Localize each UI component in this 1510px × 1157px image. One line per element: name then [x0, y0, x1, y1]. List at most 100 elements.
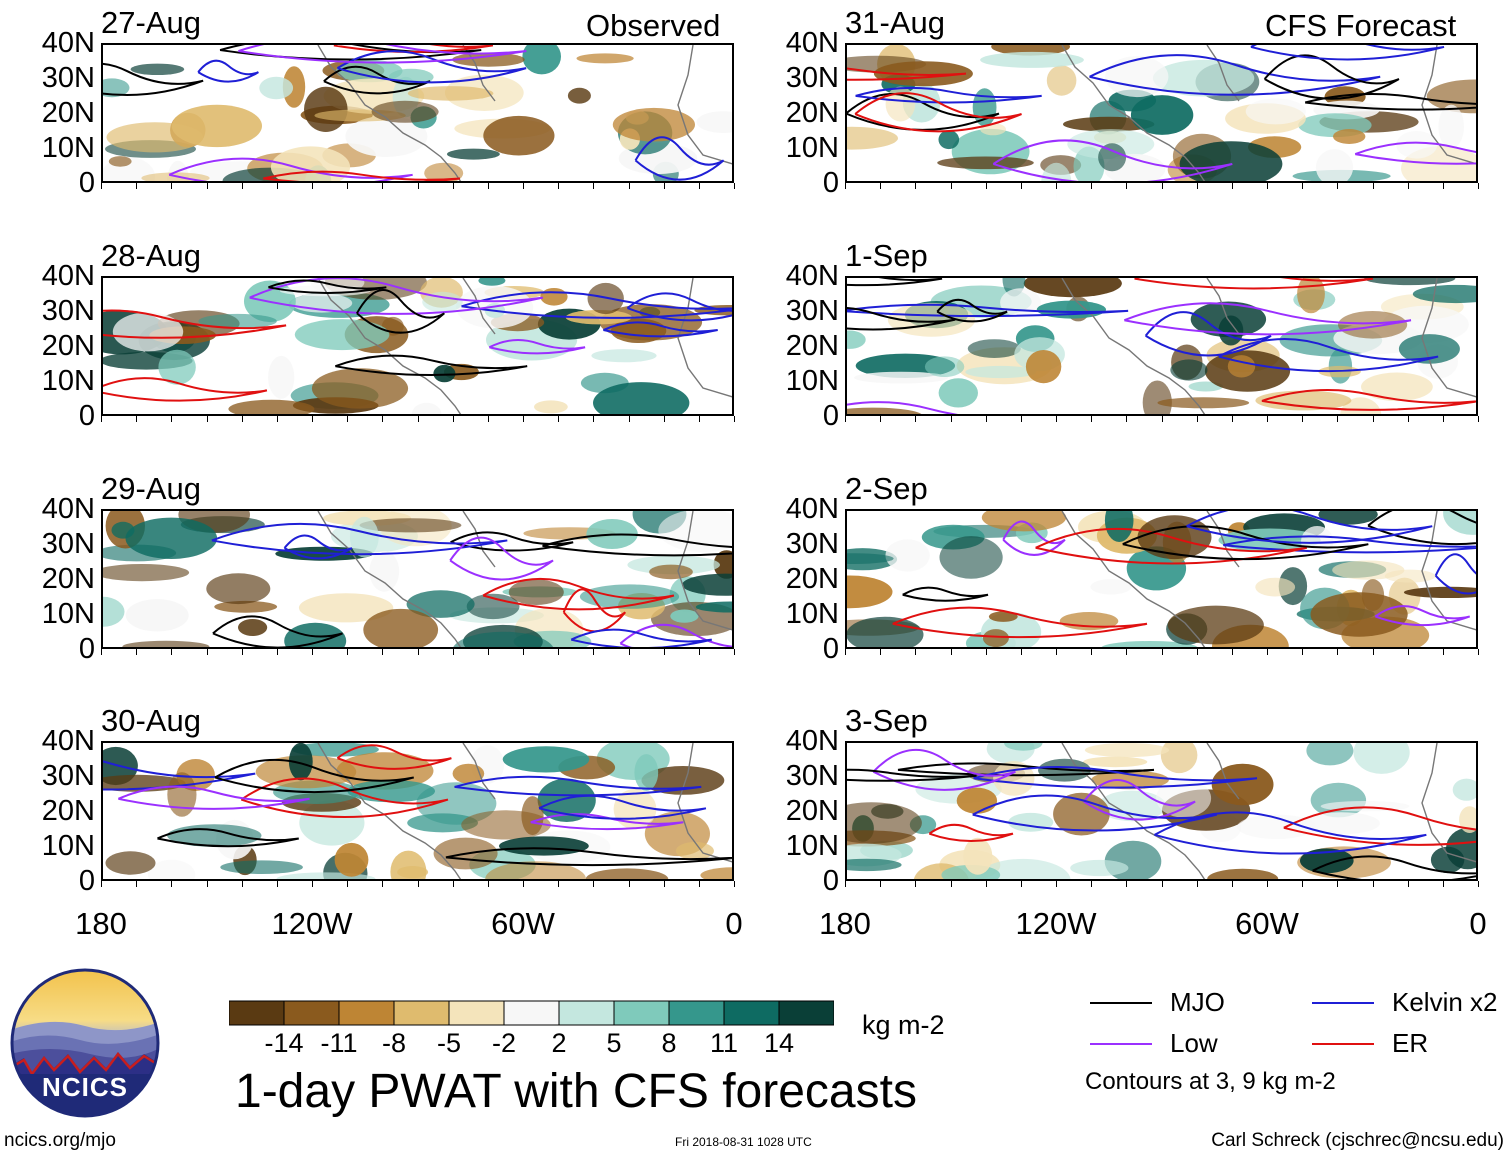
lat-label-0: 0: [78, 633, 95, 665]
colorbar-tick-label: -14: [264, 1028, 304, 1058]
axis-tick: [1056, 649, 1057, 655]
axis-tick: [985, 183, 987, 189]
pwat-anomaly-blob: [453, 631, 554, 647]
pwat-anomaly-blob: [1070, 859, 1129, 877]
pwat-anomaly-blob: [924, 356, 965, 377]
axis-tick: [663, 183, 665, 189]
pwat-anomaly-blob: [371, 100, 439, 123]
pwat-anomaly-blob: [534, 400, 568, 414]
pwat-anomaly-blob: [980, 51, 1084, 68]
lat-label-30n: 30N: [41, 528, 95, 560]
wave-contour: [847, 67, 967, 81]
pwat-anomaly-blob: [1041, 162, 1072, 181]
axis-tick: [1161, 416, 1163, 422]
axis-tick: [1372, 881, 1374, 887]
legend-low-label: Low: [1170, 1028, 1218, 1058]
pwat-map-3-sep: [845, 741, 1478, 881]
wave-contour: [1082, 779, 1196, 821]
colorbar-tick-label: -11: [320, 1028, 358, 1058]
coastline: [317, 278, 732, 414]
lon-label-right-180: 180: [819, 906, 871, 941]
pwat-anomaly-blob: [1333, 129, 1366, 144]
pwat-anomaly-blob: [298, 593, 394, 623]
wave-contour: [1283, 806, 1476, 846]
panel-date-3-sep: 3-Sep: [845, 703, 928, 738]
wave-contour: [1354, 141, 1476, 165]
lat-label-20n: 20N: [785, 330, 839, 362]
axis-tick: [593, 649, 595, 655]
lat-label-40n: 40N: [41, 493, 95, 525]
wave-contour: [334, 354, 528, 377]
axis-tick: [1478, 881, 1479, 887]
wave-contour: [197, 59, 259, 83]
axis-tick: [1407, 649, 1409, 655]
lat-label-0: 0: [822, 400, 839, 432]
pwat-anomaly-blob: [1301, 812, 1380, 835]
colorbar-tick-label: -5: [436, 1028, 462, 1058]
axis-tick: [915, 183, 917, 189]
axis-tick: [382, 416, 384, 422]
axis-tick: [1056, 183, 1057, 189]
colorbar-tick-label: 14: [763, 1028, 795, 1058]
wave-contour: [103, 309, 287, 339]
axis-tick: [1196, 183, 1198, 189]
legend-er-label: ER: [1392, 1028, 1429, 1058]
pwat-anomaly-blob: [1160, 743, 1198, 774]
wave-contour: [1261, 389, 1476, 411]
wave-contour: [634, 136, 725, 181]
axis-tick: [136, 183, 138, 189]
pwat-anomaly-blob: [972, 88, 997, 127]
footer-url[interactable]: ncics.org/mjo: [4, 1130, 116, 1151]
legend-low-line: [1090, 1043, 1152, 1045]
axis-tick: [663, 881, 665, 887]
axis-tick: [1091, 416, 1093, 422]
lat-label-20n: 20N: [785, 563, 839, 595]
wave-contour: [972, 794, 1218, 832]
pwat-anomaly-blob: [1101, 641, 1198, 647]
pwat-anomaly-blob: [1398, 334, 1460, 364]
pwat-anomaly-blob: [1310, 782, 1367, 818]
pwat-anomaly-blob: [214, 600, 278, 613]
colorbar-swatch: [448, 1000, 505, 1026]
pwat-anomaly-blob: [1255, 577, 1296, 597]
lat-label-30n: 30N: [41, 62, 95, 94]
axis-tick: [312, 649, 313, 655]
pwat-anomaly-blob: [988, 611, 1018, 622]
panel-date-1-sep: 1-Sep: [845, 238, 928, 273]
pwat-anomaly-blob: [268, 355, 295, 399]
panel-date-27-aug: 27-Aug: [101, 5, 201, 40]
panel-date-30-aug: 30-Aug: [101, 703, 201, 738]
axis-tick: [1267, 649, 1268, 655]
pwat-anomaly-blob: [424, 162, 464, 181]
lat-label-20n: 20N: [41, 97, 95, 129]
pwat-map-27-aug: [101, 43, 734, 183]
pwat-map-2-sep: [845, 509, 1478, 649]
pwat-anomaly-blob: [540, 288, 568, 306]
axis-tick: [452, 416, 454, 422]
wave-contour: [1223, 535, 1476, 554]
lat-label-30n: 30N: [785, 528, 839, 560]
axis-tick: [845, 183, 846, 189]
lon-label-left-180: 180: [75, 906, 127, 941]
axis-tick: [1161, 881, 1163, 887]
axis-tick: [1407, 881, 1409, 887]
axis-tick: [1442, 649, 1444, 655]
axis-tick: [1056, 416, 1057, 422]
colorbar-swatch: [229, 1000, 285, 1026]
wave-contour: [1312, 855, 1476, 879]
pwat-anomaly-blob: [259, 76, 294, 100]
wave-contour: [570, 628, 713, 647]
lat-label-40n: 40N: [41, 260, 95, 292]
colorbar-tick-label: 8: [661, 1028, 677, 1058]
wave-contour: [263, 170, 461, 181]
lat-label-40n: 40N: [785, 260, 839, 292]
axis-tick: [312, 183, 313, 189]
pwat-anomaly-blob: [695, 601, 732, 613]
axis-tick: [1020, 649, 1022, 655]
wave-contour: [847, 768, 977, 782]
axis-tick: [1126, 183, 1128, 189]
pwat-anomaly-blob: [1338, 311, 1408, 339]
axis-tick: [1196, 881, 1198, 887]
lat-label-20n: 20N: [41, 330, 95, 362]
lat-label-40n: 40N: [785, 27, 839, 59]
